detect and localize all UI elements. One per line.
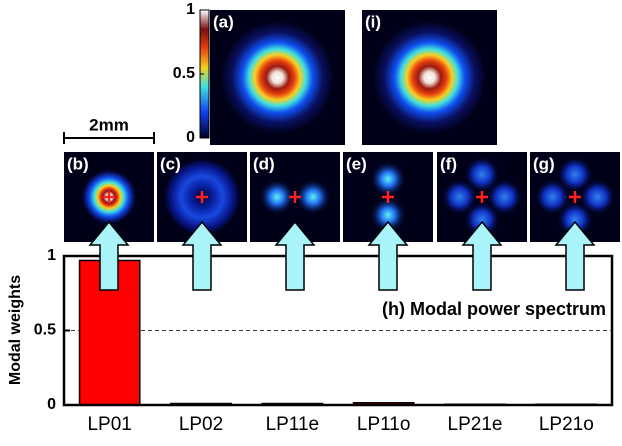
mode-image: (i) — [362, 10, 497, 145]
panel-label: (d) — [253, 154, 275, 173]
y-tick-label: 0.5 — [34, 322, 56, 339]
x-tick-label: LP21o — [539, 414, 594, 435]
y-tick-label: 0 — [47, 396, 56, 413]
x-tick-label: LP01 — [87, 414, 131, 435]
colorbar-tick-label: 0 — [186, 129, 195, 146]
x-tick-label: LP11o — [357, 414, 411, 435]
y-axis-label: Modal weights — [7, 275, 24, 385]
panel-label: (e) — [346, 154, 367, 173]
figure: 1 0.5 0 2mm (a) (i) (b) (c) (d) (e) (f) (g) 0 0.5 1 (h)… — [0, 0, 622, 441]
panel-label: (b) — [67, 154, 89, 173]
panel-label: (f) — [440, 154, 457, 173]
panel-label: (a) — [213, 12, 234, 31]
mode-image: (a) — [210, 10, 345, 145]
scale-bar-label: 2mm — [89, 115, 129, 134]
panel-label: (g) — [533, 154, 555, 173]
colorbar-tick-label: 0.5 — [173, 65, 195, 82]
panel-label: (i) — [365, 12, 381, 31]
intensity-lobe — [464, 157, 500, 193]
intensity-spot — [221, 21, 334, 134]
intensity-lobe — [557, 157, 593, 193]
x-tick-label: LP11e — [266, 414, 320, 435]
colorbar-tick-label: 1 — [186, 1, 195, 18]
annotation: (h) Modal power spectrum — [382, 299, 606, 319]
intensity-spot — [373, 21, 486, 134]
x-tick-label: LP02 — [179, 414, 223, 435]
x-tick-label: LP21e — [448, 414, 503, 435]
page: 1 0.5 0 2mm (a) (i) (b) (c) (d) (e) (f) (g) 0 0.5 1 (h)… — [0, 0, 622, 446]
panel-label: (c) — [160, 154, 181, 173]
y-tick-label: 1 — [47, 247, 56, 264]
